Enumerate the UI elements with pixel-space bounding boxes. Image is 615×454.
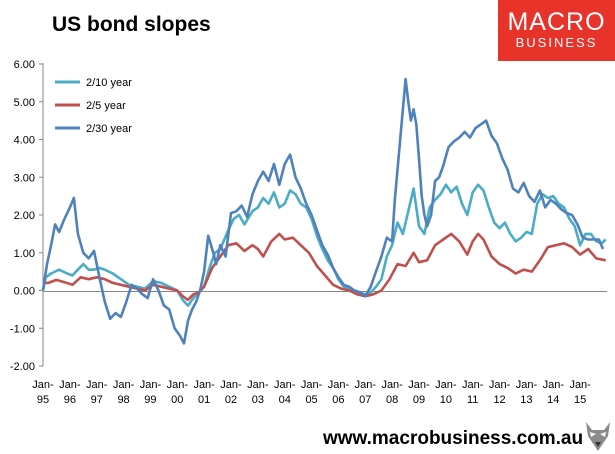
logo-line-2: BUSINESS	[515, 35, 598, 50]
logo-line-1: MACRO	[507, 8, 606, 36]
x-tick-label: Jan-04	[274, 379, 296, 406]
x-tick-labels: Jan-95Jan-96Jan-97Jan-98Jan-99Jan-00Jan-…	[32, 379, 591, 406]
x-tick-label: Jan-00	[167, 379, 189, 406]
x-tick-label: Jan-14	[543, 379, 565, 406]
x-tick-label: Jan-09	[408, 379, 430, 406]
x-tick-label: Jan-11	[462, 379, 484, 406]
x-tick-label: Jan-95	[32, 379, 54, 406]
x-tick-label: Jan-97	[86, 379, 108, 406]
legend: 2/10 year 2/5 year 2/30 year	[55, 77, 132, 135]
series-line-2	[41, 77, 605, 345]
x-tick-label: Jan-01	[193, 379, 215, 406]
x-tick-label: Jan-12	[489, 379, 511, 406]
y-tick-label: 3.00	[14, 172, 35, 184]
legend-label: 2/30 year	[86, 123, 132, 135]
x-tick-label: Jan-05	[301, 379, 323, 406]
x-tick-label: Jan-98	[113, 379, 135, 406]
series-lines	[41, 77, 607, 345]
x-tick-label: Jan-15	[569, 379, 591, 406]
x-tick-label: Jan-03	[247, 379, 269, 406]
legend-label: 2/5 year	[86, 100, 126, 112]
y-tick-label: 2.00	[14, 210, 35, 222]
y-tick-label: -1.00	[10, 323, 35, 335]
series-line-1	[43, 232, 606, 302]
x-tick-label: Jan-06	[328, 379, 350, 406]
y-tick-labels: 6.00 5.00 4.00 3.00 2.00 1.00 0.00 -1.00 -2.00	[10, 59, 35, 373]
y-tick-label: 0.00	[14, 286, 35, 298]
y-tick-marks	[39, 63, 43, 367]
x-tick-label: Jan-99	[140, 379, 162, 406]
x-tick-label: Jan-13	[516, 379, 538, 406]
y-tick-label: -2.00	[10, 361, 35, 373]
wolf-logo-icon	[586, 422, 610, 451]
x-tick-label: Jan-96	[59, 379, 81, 406]
y-tick-label: 1.00	[14, 248, 35, 260]
x-tick-label: Jan-07	[355, 379, 377, 406]
macrobusiness-logo: MACRO BUSINESS	[498, 0, 615, 61]
y-tick-label: 6.00	[14, 59, 35, 71]
chart-title: US bond slopes	[52, 13, 211, 36]
website-url: www.macrobusiness.com.au	[323, 428, 584, 449]
x-tick-label: Jan-10	[435, 379, 457, 406]
x-tick-label: Jan-08	[381, 379, 403, 406]
y-tick-label: 4.00	[14, 135, 35, 147]
legend-label: 2/10 year	[86, 77, 132, 89]
y-tick-label: 5.00	[14, 97, 35, 109]
x-tick-label: Jan-02	[220, 379, 242, 406]
